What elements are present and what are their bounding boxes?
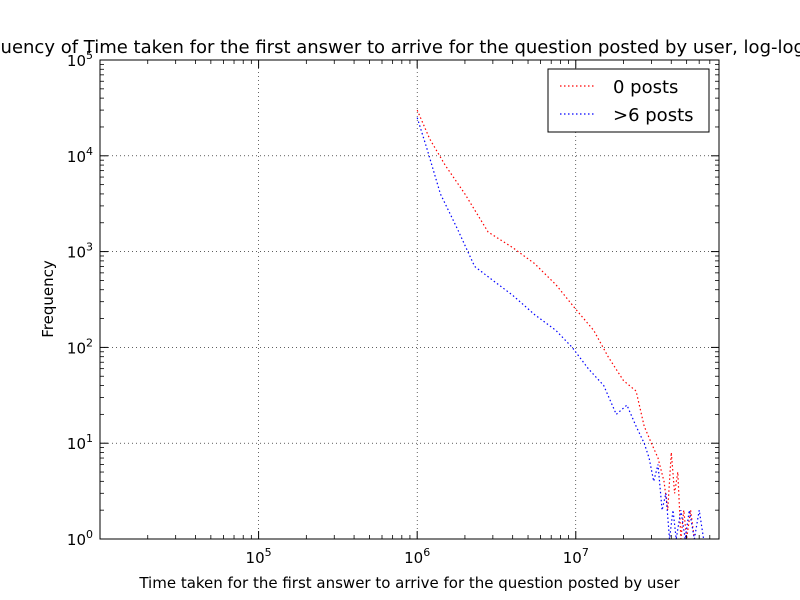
- y-axis-label: Frequency: [39, 260, 57, 338]
- x-axis-tick-labels: 105 106 107: [246, 546, 589, 567]
- y-tick-label: 105: [67, 49, 93, 70]
- plot-area-frame: [99, 59, 720, 540]
- y-tick-label: 102: [67, 336, 93, 357]
- legend-label-6-posts: >6 posts: [613, 105, 694, 126]
- x-tick-label: 107: [563, 546, 589, 567]
- y-tick-label: 104: [67, 145, 93, 166]
- y-tick-label: 101: [67, 432, 93, 453]
- chart-title: Frequency of Time taken for the first an…: [0, 37, 800, 58]
- y-tick-label: 103: [67, 241, 93, 262]
- x-axis-label: Time taken for the first answer to arriv…: [138, 574, 680, 592]
- x-tick-label: 106: [404, 546, 430, 567]
- plot-area-background: [100, 60, 719, 539]
- y-axis-tick-labels: 100 101 102 103 104 105: [67, 49, 93, 549]
- x-tick-label: 105: [246, 546, 272, 567]
- legend-box: [547, 68, 710, 133]
- legend: 0 posts >6 posts: [547, 68, 710, 133]
- axis-ticks: [100, 59, 720, 540]
- y-tick-label: 100: [67, 528, 93, 549]
- legend-label-0-posts: 0 posts: [613, 77, 678, 98]
